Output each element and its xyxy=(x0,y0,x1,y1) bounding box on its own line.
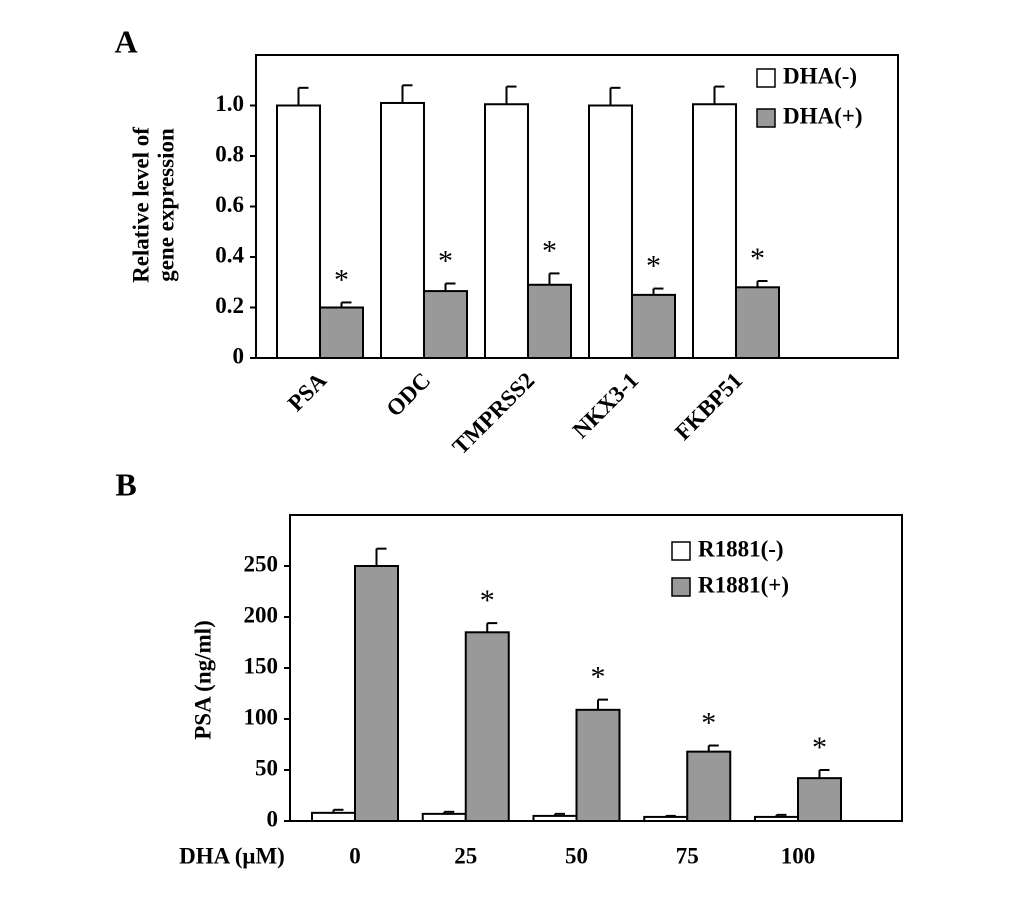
bar xyxy=(575,708,621,823)
bar xyxy=(692,103,737,359)
significance-star: * xyxy=(334,263,349,296)
y-tick-label: 100 xyxy=(244,704,279,729)
bar xyxy=(464,631,510,822)
bar xyxy=(484,103,529,359)
x-tick-label: 100 xyxy=(781,843,816,868)
x-tick-label: 50 xyxy=(565,843,588,868)
y-tick-label: 0.6 xyxy=(215,192,244,217)
legend-swatch xyxy=(671,577,691,597)
bar xyxy=(423,290,468,359)
significance-star: * xyxy=(701,706,716,739)
x-tick-label: NKX3-1 xyxy=(568,368,644,444)
bar xyxy=(319,306,364,359)
y-axis-label: PSA (ng/ml) xyxy=(190,620,215,739)
significance-star: * xyxy=(480,584,495,617)
bar xyxy=(631,293,676,359)
bar xyxy=(380,101,425,359)
legend-label: DHA(+) xyxy=(783,103,863,128)
y-tick-label: 200 xyxy=(244,602,279,627)
bar xyxy=(354,565,399,822)
x-tick-label: TMPRSS2 xyxy=(447,368,539,460)
x-tick-label: FKBP51 xyxy=(670,368,747,445)
bar xyxy=(735,286,780,359)
bar xyxy=(276,104,321,359)
significance-star: * xyxy=(750,242,765,275)
y-axis-label: gene expression xyxy=(153,128,178,282)
bar xyxy=(754,815,799,822)
x-axis-label: DHA (μM) xyxy=(179,843,285,868)
x-tick-label: 0 xyxy=(349,843,361,868)
x-tick-label: 75 xyxy=(676,843,699,868)
legend-label: R1881(-) xyxy=(698,536,784,561)
y-tick-label: 1.0 xyxy=(215,91,244,116)
bar xyxy=(686,750,732,823)
panel-label: B xyxy=(115,466,136,502)
x-tick-label: 25 xyxy=(454,843,477,868)
y-tick-label: 0.2 xyxy=(215,293,244,318)
bar xyxy=(588,104,633,359)
y-tick-label: 250 xyxy=(244,551,279,576)
significance-star: * xyxy=(812,731,827,764)
significance-star: * xyxy=(438,244,453,277)
legend-label: R1881(+) xyxy=(698,572,789,597)
x-tick-label: PSA xyxy=(283,367,332,416)
y-tick-label: 50 xyxy=(255,755,278,780)
y-tick-label: 0 xyxy=(233,343,245,368)
panel-label: A xyxy=(114,23,137,59)
bar xyxy=(311,811,356,823)
bar xyxy=(797,777,842,822)
y-axis-label: Relative level of xyxy=(128,127,153,283)
bar xyxy=(532,814,578,823)
y-tick-label: 0.4 xyxy=(215,242,244,267)
significance-star: * xyxy=(591,661,606,694)
significance-star: * xyxy=(646,249,661,282)
y-tick-label: 0.8 xyxy=(215,141,244,166)
legend-swatch xyxy=(756,108,776,128)
bar xyxy=(643,815,689,822)
legend-swatch xyxy=(671,541,691,561)
legend-label: DHA(-) xyxy=(783,63,857,88)
bar xyxy=(527,283,572,359)
legend-swatch xyxy=(756,68,776,88)
x-tick-label: ODC xyxy=(381,368,435,422)
bar xyxy=(421,812,467,822)
significance-star: * xyxy=(542,234,557,267)
y-tick-label: 0 xyxy=(267,806,279,831)
y-tick-label: 150 xyxy=(244,653,279,678)
